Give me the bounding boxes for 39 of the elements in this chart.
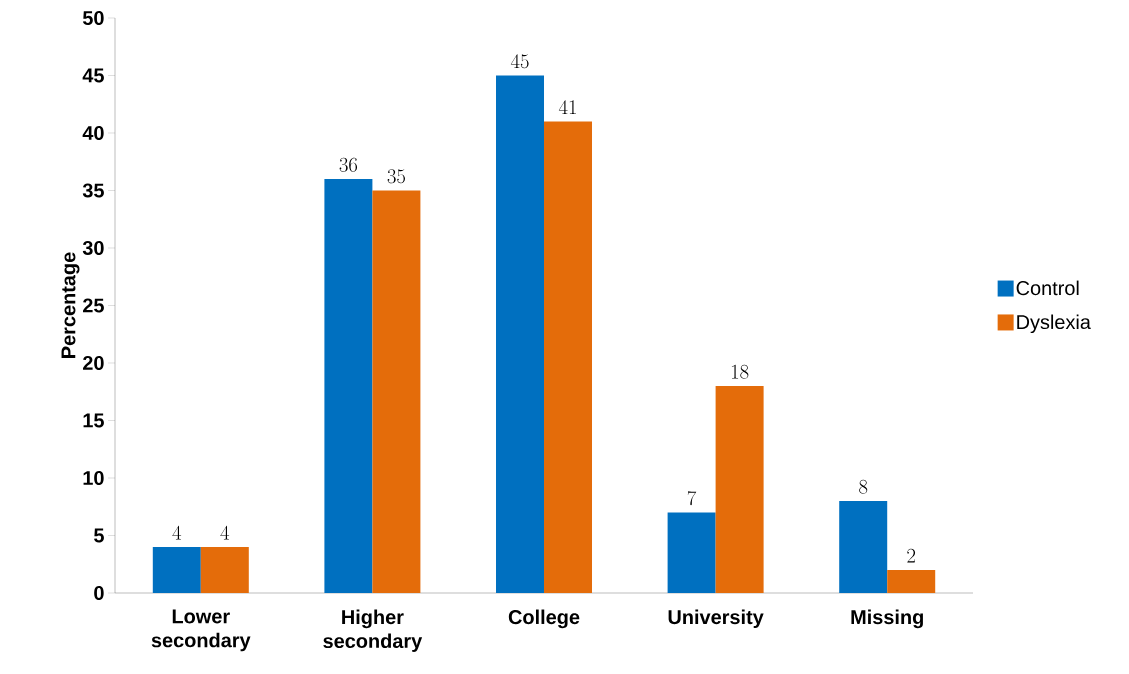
data-label: 18 (731, 364, 749, 379)
bar (887, 570, 936, 593)
y-tick-label: 0 (94, 585, 104, 601)
data-label: 4 (220, 525, 230, 540)
y-tick-label: 5 (94, 528, 104, 543)
y-axis-title: Percentage (61, 252, 80, 358)
x-tick-label: Higher secondary (323, 609, 423, 653)
bar (544, 121, 592, 593)
bar (372, 190, 421, 593)
data-label: 36 (339, 157, 358, 172)
data-label: 35 (387, 169, 405, 184)
y-tick-label: 20 (83, 355, 104, 371)
data-label: 45 (510, 54, 529, 69)
data-label: 2 (907, 548, 916, 563)
y-tick-label: 30 (82, 240, 104, 256)
y-tick-label: 40 (82, 125, 104, 141)
bar (839, 501, 888, 593)
bar (715, 386, 764, 593)
bar (200, 547, 249, 593)
y-tick-label: 25 (83, 298, 104, 313)
x-tick-label: College (508, 609, 580, 629)
bar (496, 75, 544, 593)
bar (667, 512, 716, 593)
y-tick-label: 35 (82, 183, 104, 198)
data-label: 4 (172, 525, 182, 540)
y-tick-label: 10 (83, 470, 104, 486)
legend-label: Dyslexia (1017, 314, 1091, 334)
x-tick-label: Missing (851, 609, 923, 629)
data-label: 41 (558, 100, 576, 114)
y-tick-label: 15 (83, 413, 104, 428)
x-tick-label: University (668, 609, 764, 629)
y-tick-label: 50 (82, 10, 104, 26)
data-label: 7 (687, 490, 697, 506)
y-tick-label: 45 (82, 68, 104, 83)
bar (152, 547, 201, 593)
x-tick-label: Lower secondary (151, 609, 251, 652)
bar (324, 179, 373, 593)
legend-label: Control (1016, 280, 1079, 296)
data-label: 8 (859, 479, 868, 494)
